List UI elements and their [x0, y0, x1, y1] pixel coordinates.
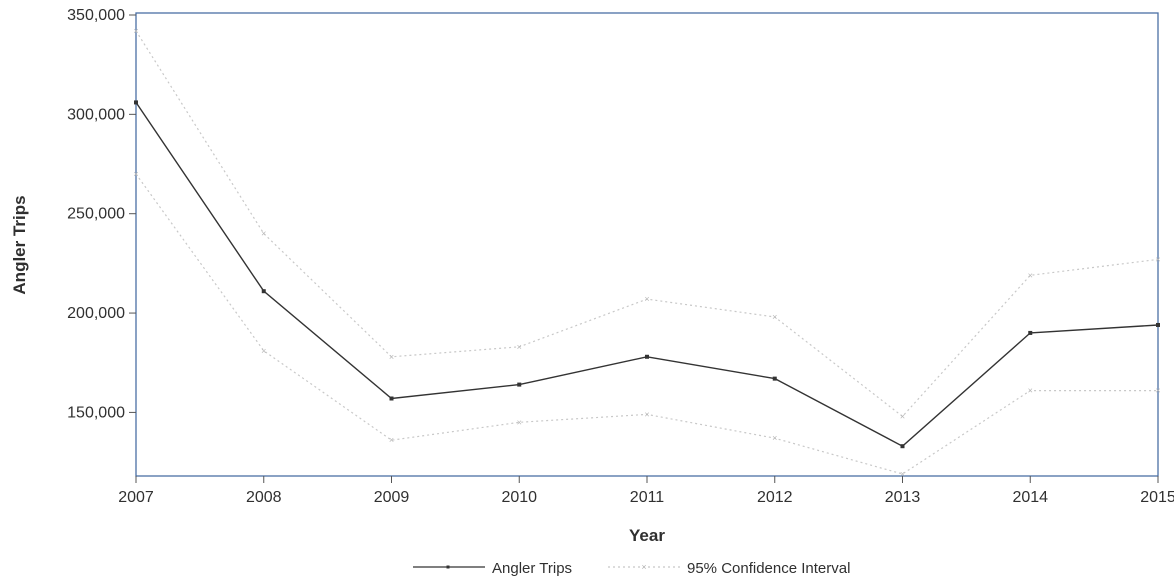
- data-point-ci-lower: ×: [772, 433, 777, 443]
- data-point-ci-upper: ×: [1155, 254, 1160, 264]
- series-line-angler-trips: [135, 102, 1159, 448]
- data-point-angler-trips: [134, 100, 138, 105]
- y-axis: 150,000 200,000 250,000 300,000 350,000: [67, 7, 136, 421]
- y-tick-label: 300,000: [67, 106, 125, 123]
- data-point-ci-upper: ×: [389, 352, 394, 362]
- data-point-ci-lower: ×: [261, 346, 266, 356]
- x-tick-label: 2007: [118, 489, 154, 506]
- data-point-ci-lower: ×: [389, 435, 394, 445]
- legend-marker-angler-trips: [446, 565, 450, 569]
- data-point-ci-lower: ×: [900, 469, 905, 479]
- data-point-angler-trips: [389, 396, 394, 401]
- data-point-ci-lower: ×: [1155, 386, 1160, 396]
- data-point-ci-upper: ×: [133, 26, 138, 36]
- data-point-ci-lower: ×: [644, 409, 649, 419]
- data-point-ci-upper: ×: [1028, 270, 1033, 280]
- legend-item-angler-trips: Angler Trips: [413, 560, 572, 577]
- x-tick-label: 2012: [757, 489, 793, 506]
- y-axis-title: Angler Trips: [10, 195, 29, 294]
- data-point-angler-trips: [900, 444, 905, 449]
- plot-frame: [135, 12, 1159, 477]
- legend: Angler Trips × 95% Confidence Interval: [413, 560, 850, 577]
- legend-marker-confidence-interval: ×: [641, 562, 646, 572]
- data-point-ci-lower: ×: [517, 417, 522, 427]
- series-line-ci-lower: [135, 173, 1158, 475]
- x-tick-label: 2015: [1140, 489, 1174, 506]
- series-line-ci-upper: [135, 30, 1159, 418]
- data-point-angler-trips: [772, 376, 777, 381]
- y-tick-label: 350,000: [67, 7, 125, 24]
- x-axis: 2007 2008 2009 2010 2011 2012 2013 2014 2015: [118, 476, 1174, 506]
- x-tick-label: 2010: [501, 489, 537, 506]
- data-point-ci-upper: ×: [772, 312, 777, 322]
- legend-label-confidence-interval: 95% Confidence Interval: [687, 560, 850, 577]
- x-tick-label: 2014: [1012, 489, 1048, 506]
- x-tick-label: 2008: [246, 489, 282, 506]
- data-point-ci-upper: ×: [644, 294, 649, 304]
- data-point-ci-upper: ×: [517, 342, 522, 352]
- data-point-angler-trips: [645, 354, 649, 359]
- data-point-ci-lower: ×: [1028, 386, 1033, 396]
- data-point-angler-trips: [1028, 330, 1033, 335]
- legend-label-angler-trips: Angler Trips: [492, 560, 572, 577]
- y-tick-label: 150,000: [67, 404, 125, 421]
- y-tick-label: 250,000: [67, 206, 125, 223]
- x-tick-label: 2011: [630, 489, 665, 506]
- data-point-ci-upper: ×: [261, 229, 266, 239]
- x-tick-label: 2009: [374, 489, 410, 506]
- data-point-ci-lower: ×: [133, 169, 138, 179]
- data-point-angler-trips: [1156, 322, 1160, 327]
- x-axis-title: Year: [629, 526, 665, 545]
- data-point-ci-upper: ×: [900, 411, 905, 421]
- data-point-angler-trips: [261, 289, 266, 294]
- data-point-angler-trips: [517, 382, 522, 387]
- legend-item-confidence-interval: × 95% Confidence Interval: [608, 560, 850, 577]
- series-layer: × × × × × × × × × × × × × × × × × ×: [133, 26, 1160, 479]
- y-tick-label: 200,000: [67, 305, 125, 322]
- x-tick-label: 2013: [885, 489, 921, 506]
